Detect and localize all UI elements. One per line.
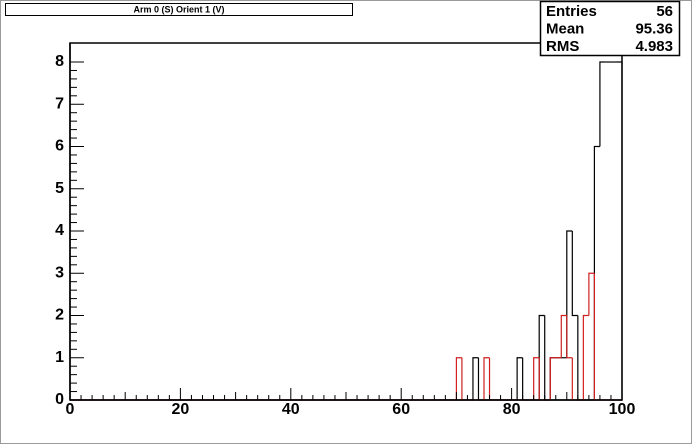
histogram-bin (533, 357, 540, 400)
x-tick-label: 80 (503, 401, 521, 418)
y-tick-label: 4 (55, 222, 64, 239)
y-tick-label: 3 (55, 264, 64, 281)
y-tick-label: 0 (55, 391, 64, 408)
histogram-bin (566, 315, 573, 359)
title-box (5, 3, 353, 16)
y-tick-label: 8 (55, 53, 64, 70)
stat-label: Mean (546, 20, 584, 37)
stat-value: 4.983 (635, 38, 673, 55)
stat-value: 95.36 (635, 20, 673, 37)
y-tick-label: 5 (55, 180, 64, 197)
histogram-bin (483, 357, 490, 400)
histogram-bin (472, 357, 479, 400)
histogram-bin (582, 314, 589, 400)
y-tick-label: 1 (55, 349, 64, 366)
histogram-bin (588, 272, 595, 316)
histogram-bin (560, 314, 567, 358)
y-tick-label: 6 (55, 138, 64, 155)
plot-frame (69, 42, 623, 401)
x-tick-label: 0 (66, 401, 75, 418)
x-tick-label: 60 (392, 401, 410, 418)
x-tick-label: 100 (609, 401, 636, 418)
histogram-bin (599, 61, 606, 147)
histogram-bin (516, 357, 523, 400)
histogram-bin (616, 61, 623, 400)
y-tick-label: 2 (55, 307, 64, 324)
histogram-bin (549, 357, 556, 400)
chart-title: Arm 0 (S) Orient 1 (V) (133, 4, 224, 14)
histogram-bin (455, 357, 462, 400)
stat-label: Entries (546, 3, 597, 20)
histogram-bin (571, 231, 578, 317)
x-tick-label: 20 (172, 401, 190, 418)
stat-label: RMS (546, 38, 579, 55)
stats-box (539, 0, 681, 57)
y-tick-label: 7 (55, 95, 64, 112)
x-tick-label: 40 (282, 401, 300, 418)
stat-value: 56 (656, 3, 673, 20)
